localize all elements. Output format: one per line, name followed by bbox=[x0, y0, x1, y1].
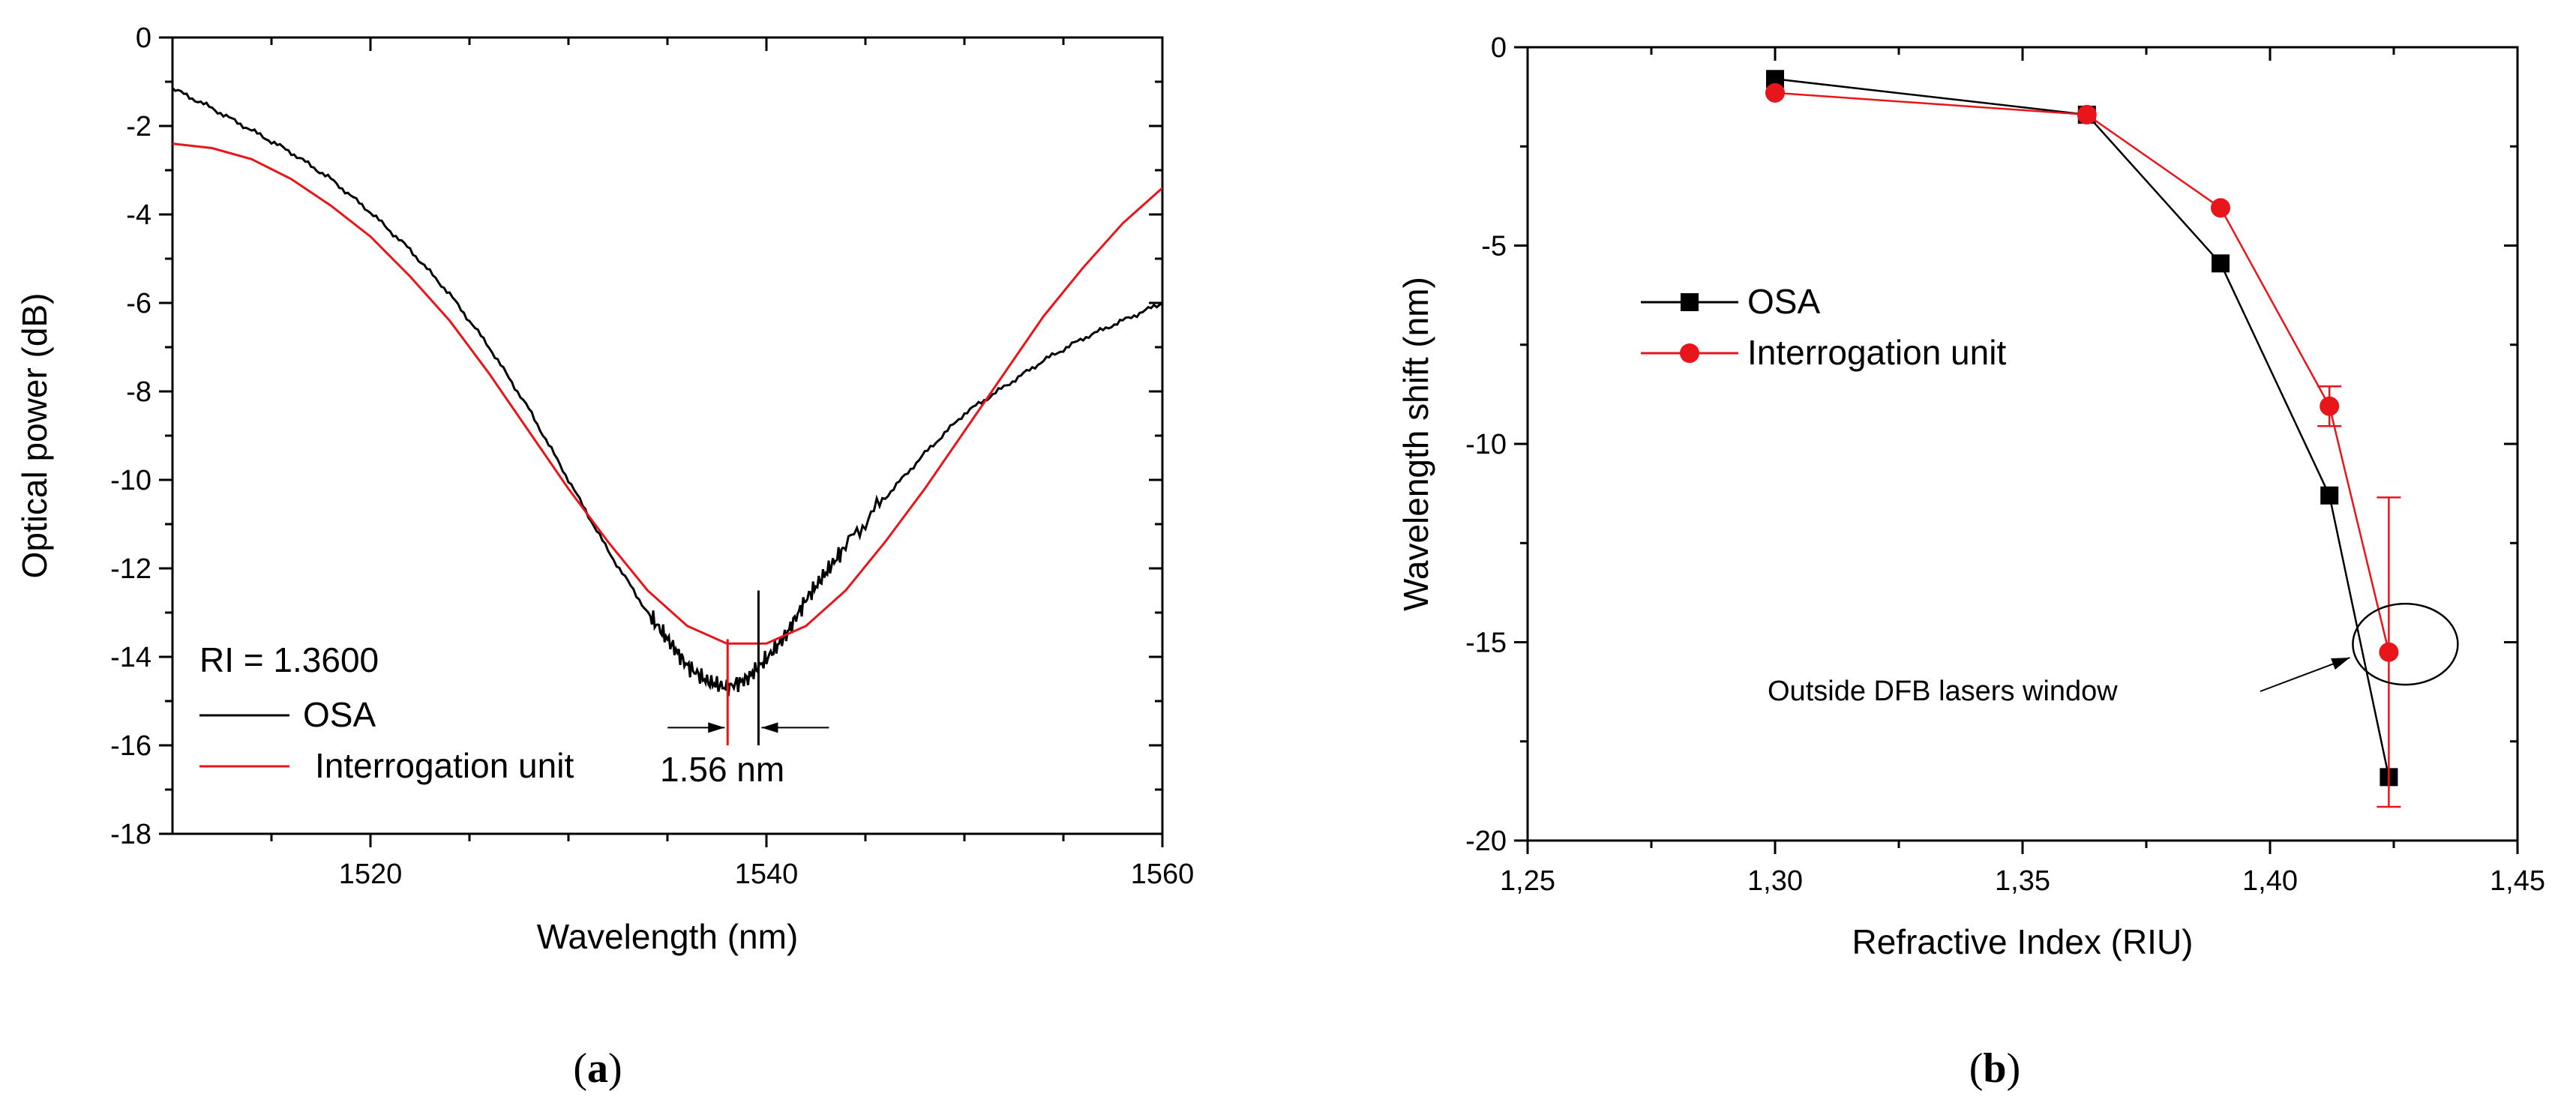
arrowhead-left bbox=[708, 722, 725, 733]
chart-b-legend-iu: Interrogation unit bbox=[1747, 333, 2006, 372]
iu-data-point bbox=[1765, 82, 1785, 103]
arrowhead-right bbox=[761, 722, 778, 733]
y-tick-label: -6 bbox=[126, 288, 151, 319]
x-tick-label: 1,30 bbox=[1747, 865, 1803, 897]
chart-b-frame bbox=[1526, 46, 2519, 842]
chart-b-xlabel: Refractive Index (RIU) bbox=[1852, 922, 2193, 961]
outlier-ellipse bbox=[2352, 602, 2459, 686]
annotation-outside-dfb: Outside DFB lasers window bbox=[1768, 676, 2118, 707]
iu-data-point bbox=[2379, 642, 2399, 662]
chart-a: 0 -2 -4 -6 -8 -10 -12 -14 -16 -18 1520 1540 1560 Opt… bbox=[15, 22, 1194, 956]
x-tick-label: 1,40 bbox=[2242, 865, 2298, 897]
chart-a-ylabel: Optical power (dB) bbox=[15, 293, 54, 579]
x-tick-label: 1540 bbox=[735, 859, 799, 890]
y-tick-label: -12 bbox=[110, 553, 151, 585]
y-tick-label: -16 bbox=[110, 730, 151, 762]
iu-data-point bbox=[2320, 396, 2340, 416]
y-tick-label: -18 bbox=[110, 819, 151, 850]
chart-b-ylabel: Wavelength shift (nm) bbox=[1396, 277, 1435, 611]
x-tick-label: 1,45 bbox=[2490, 865, 2545, 897]
y-tick-label: 0 bbox=[136, 22, 151, 54]
chart-a-annotation: 1.56 nm bbox=[660, 590, 829, 789]
y-tick-label: -2 bbox=[126, 111, 151, 142]
legend-iu-marker bbox=[1680, 343, 1699, 363]
y-tick-label: -15 bbox=[1465, 628, 1507, 659]
osa-data-point bbox=[2212, 254, 2230, 273]
osa-series-line bbox=[1774, 78, 2390, 778]
panel-label-a: (a) bbox=[573, 1045, 622, 1092]
y-tick-label: -4 bbox=[126, 199, 151, 231]
chart-b-annotation: Outside DFB lasers window bbox=[1768, 602, 2459, 707]
chart-a-legend-iu: Interrogation unit bbox=[315, 746, 574, 785]
chart-b: 0 -5 -10 -15 -20 1,25 1,30 1,35 1,40 1,45 Wavelen… bbox=[1396, 32, 2545, 961]
chart-a-legend-header: RI = 1.3600 bbox=[199, 640, 379, 679]
interrogation-series-line bbox=[1774, 91, 2390, 652]
x-tick-label: 1560 bbox=[1131, 859, 1195, 890]
y-tick-label: -10 bbox=[110, 465, 151, 496]
y-tick-label: -5 bbox=[1481, 231, 1507, 262]
iu-data-point bbox=[2077, 104, 2097, 124]
chart-b-legend: OSA Interrogation unit bbox=[1641, 282, 2006, 372]
y-tick-label: -10 bbox=[1465, 429, 1507, 460]
legend-osa-marker bbox=[1681, 293, 1699, 311]
panel-label-b: (b) bbox=[1969, 1045, 2020, 1092]
chart-b-legend-osa: OSA bbox=[1747, 282, 1820, 321]
x-tick-label: 1520 bbox=[339, 859, 403, 890]
y-tick-label: -8 bbox=[126, 376, 151, 408]
chart-a-legend: RI = 1.3600 OSA Interrogation unit bbox=[199, 640, 574, 785]
iu-data-point bbox=[2211, 198, 2230, 218]
interrogation-fit-line bbox=[172, 142, 1162, 645]
annotation-1-56-nm: 1.56 nm bbox=[660, 750, 784, 789]
osa-spectrum-line bbox=[172, 87, 1162, 697]
y-tick-label: -20 bbox=[1465, 826, 1507, 857]
x-tick-label: 1,35 bbox=[1995, 865, 2050, 897]
y-tick-label: 0 bbox=[1491, 32, 1507, 64]
chart-a-legend-osa: OSA bbox=[303, 695, 376, 734]
osa-data-point bbox=[2320, 486, 2339, 505]
arrowhead bbox=[2331, 658, 2350, 670]
x-tick-label: 1,25 bbox=[1500, 865, 1555, 897]
chart-a-xlabel: Wavelength (nm) bbox=[537, 917, 799, 956]
y-tick-label: -14 bbox=[110, 642, 151, 673]
